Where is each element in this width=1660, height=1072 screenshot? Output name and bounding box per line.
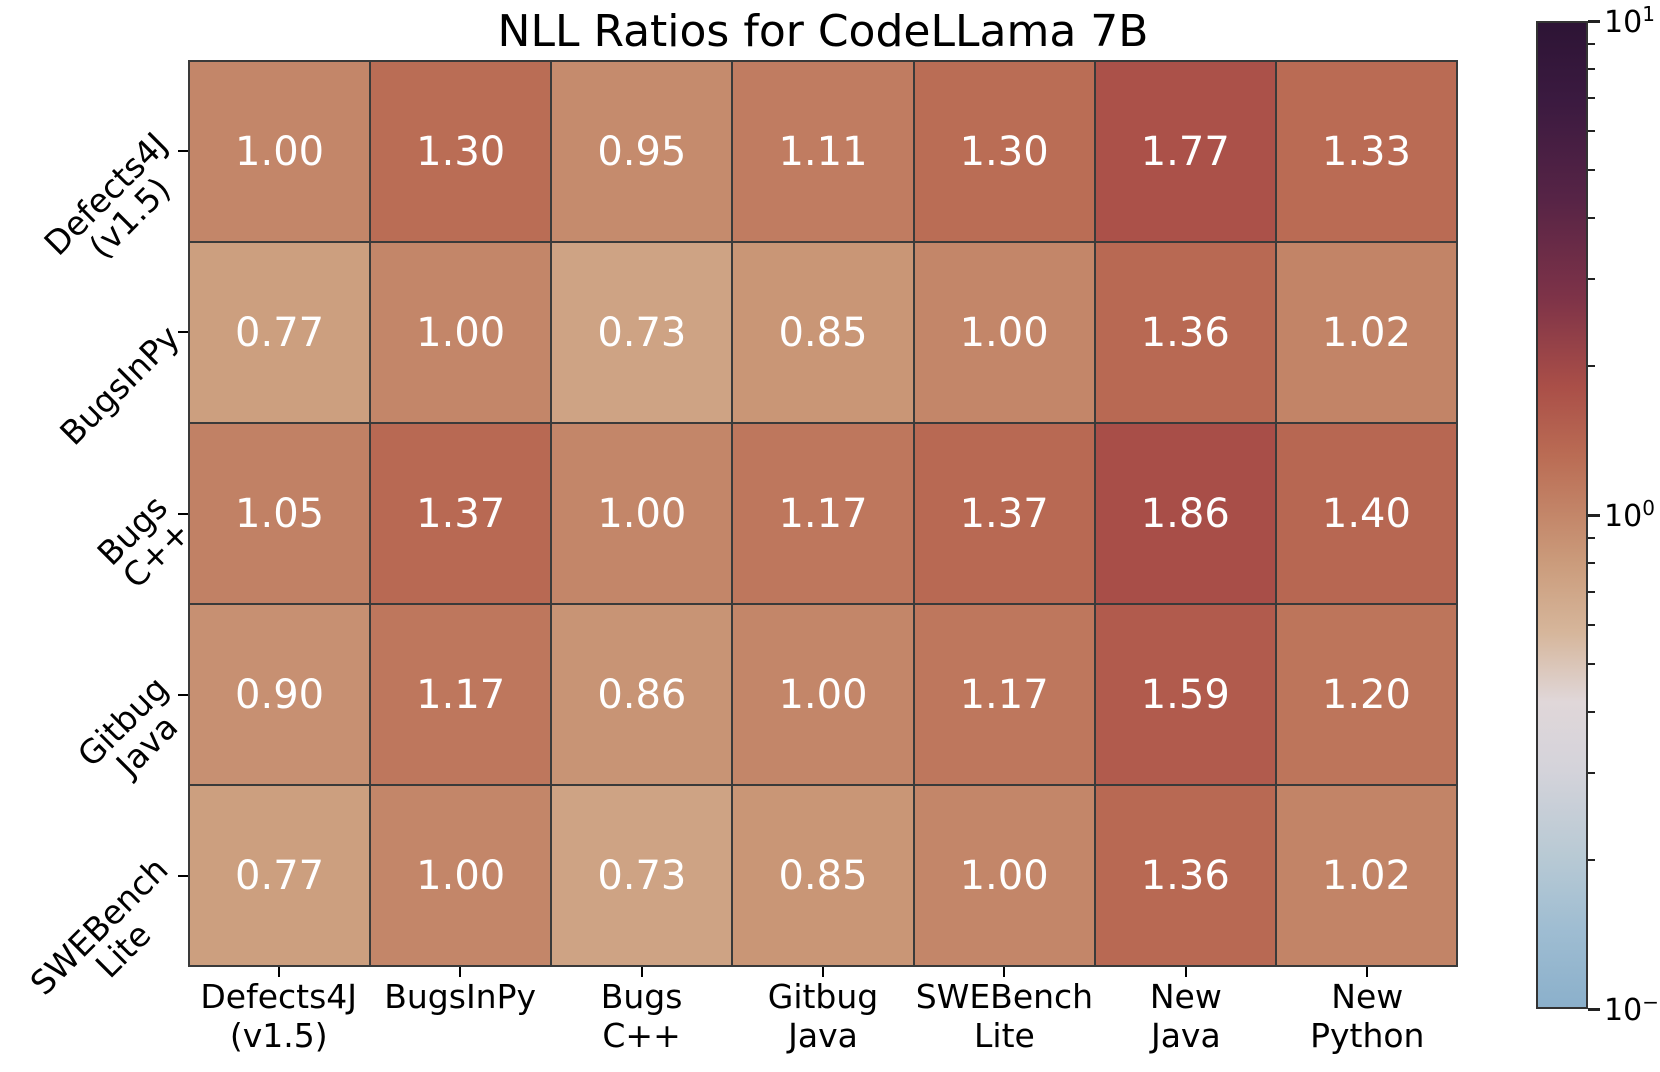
colorbar-minor-tick [1588,365,1595,368]
chart-title: NLL Ratios for CodeLLama 7B [497,6,1149,57]
heatmap-cell: 1.17 [370,604,552,785]
heatmap-cell: 1.00 [913,242,1095,423]
heatmap-grid: 1.00 1.30 0.95 1.11 1.30 1.77 1.33 0.77 1.00 0.73… [188,60,1458,967]
x-tick-mark [1184,967,1187,977]
heatmap-cell: 1.17 [913,604,1095,785]
heatmap-cell: 1.17 [732,423,914,604]
x-tick-label: SWEBench Lite [915,977,1094,1055]
heatmap-cell: 1.59 [1094,604,1276,785]
heatmap-cell: 1.00 [732,604,914,785]
y-tick-mark [178,693,188,696]
heatmap-cell: 1.11 [732,61,914,242]
heatmap-cell: 1.02 [1275,785,1457,966]
colorbar-tick-label: 101 [1604,2,1655,40]
colorbar-minor-tick [1588,42,1595,45]
colorbar-minor-tick [1588,662,1595,665]
y-tick-label: Defects4J (v1.5) [36,124,179,267]
heatmap-cell: 0.73 [551,785,733,966]
colorbar-minor-tick [1588,772,1595,775]
heatmap-cell: 1.00 [913,785,1095,966]
heatmap-cell: 1.36 [1094,242,1276,423]
x-tick-mark [1366,967,1369,977]
heatmap-cell: 1.00 [370,242,552,423]
heatmap-cell: 1.02 [1275,242,1457,423]
heatmap-cell: 0.85 [732,242,914,423]
x-tick-mark [822,967,824,977]
colorbar-tick-label: 100 [1604,496,1655,534]
colorbar-minor-tick [1588,710,1595,713]
heatmap-cell: 1.86 [1094,423,1276,604]
heatmap-cell: 0.77 [189,242,371,423]
colorbar-minor-tick [1588,96,1595,99]
colorbar-gradient [1536,21,1588,1009]
x-tick-label: BugsInPy [384,977,537,1016]
heatmap-cell: 0.86 [551,604,733,785]
heatmap-cell: 1.30 [370,61,552,242]
heatmap-cell: 1.37 [370,423,552,604]
x-tick-label: Bugs C++ [600,977,683,1055]
x-tick-label: Defects4J (v1.5) [200,977,358,1055]
heatmap-cell: 1.40 [1275,423,1457,604]
colorbar-minor-tick [1588,216,1595,219]
colorbar-minor-tick [1588,859,1595,862]
colorbar-minor-tick [1588,67,1595,70]
colorbar-minor-tick [1588,129,1595,132]
x-tick-label: New Python [1310,977,1425,1055]
x-tick-mark [277,967,280,977]
heatmap-cell: 1.00 [189,61,371,242]
colorbar-minor-tick [1588,590,1595,593]
heatmap-cell: 1.00 [370,785,552,966]
y-tick-label: SWEBench Lite [22,849,176,1003]
heatmap-cell: 1.05 [189,423,371,604]
x-tick-label: New Java [1149,977,1222,1055]
heatmap-cell: 0.77 [189,785,371,966]
y-tick-mark [178,512,188,515]
y-tick-mark [178,331,188,334]
heatmap-cell: 1.36 [1094,785,1276,966]
x-tick-mark [640,967,643,977]
colorbar-major-tick [1588,513,1600,517]
colorbar-major-tick [1588,1007,1600,1011]
heatmap-cell: 1.37 [913,423,1095,604]
colorbar-minor-tick [1588,536,1595,539]
heatmap-cell: 1.30 [913,61,1095,242]
heatmap-cell: 0.85 [732,785,914,966]
y-tick-label: Bugs C++ [89,487,199,596]
heatmap-cell: 1.20 [1275,604,1457,785]
y-tick-mark [178,875,188,878]
x-tick-mark [1003,967,1006,977]
heatmap-cell: 1.77 [1094,61,1276,242]
heatmap-cell: 0.73 [551,242,733,423]
heatmap-cell: 0.95 [551,61,733,242]
x-tick-label: Gitbug Java [767,977,879,1055]
colorbar-minor-tick [1588,168,1595,171]
colorbar-tick-label: 10−1 [1604,990,1660,1028]
y-tick-label: BugsInPy [52,317,188,453]
y-tick-label: Gitbug Java [69,668,186,785]
colorbar-minor-tick [1588,561,1595,564]
colorbar-minor-tick [1588,623,1595,626]
x-tick-mark [459,967,462,977]
heatmap-cell: 0.90 [189,604,371,785]
colorbar-minor-tick [1588,278,1595,281]
colorbar-major-tick [1588,19,1600,23]
heatmap-cell: 1.33 [1275,61,1457,242]
y-tick-mark [178,149,188,152]
heatmap-cell: 1.00 [551,423,733,604]
